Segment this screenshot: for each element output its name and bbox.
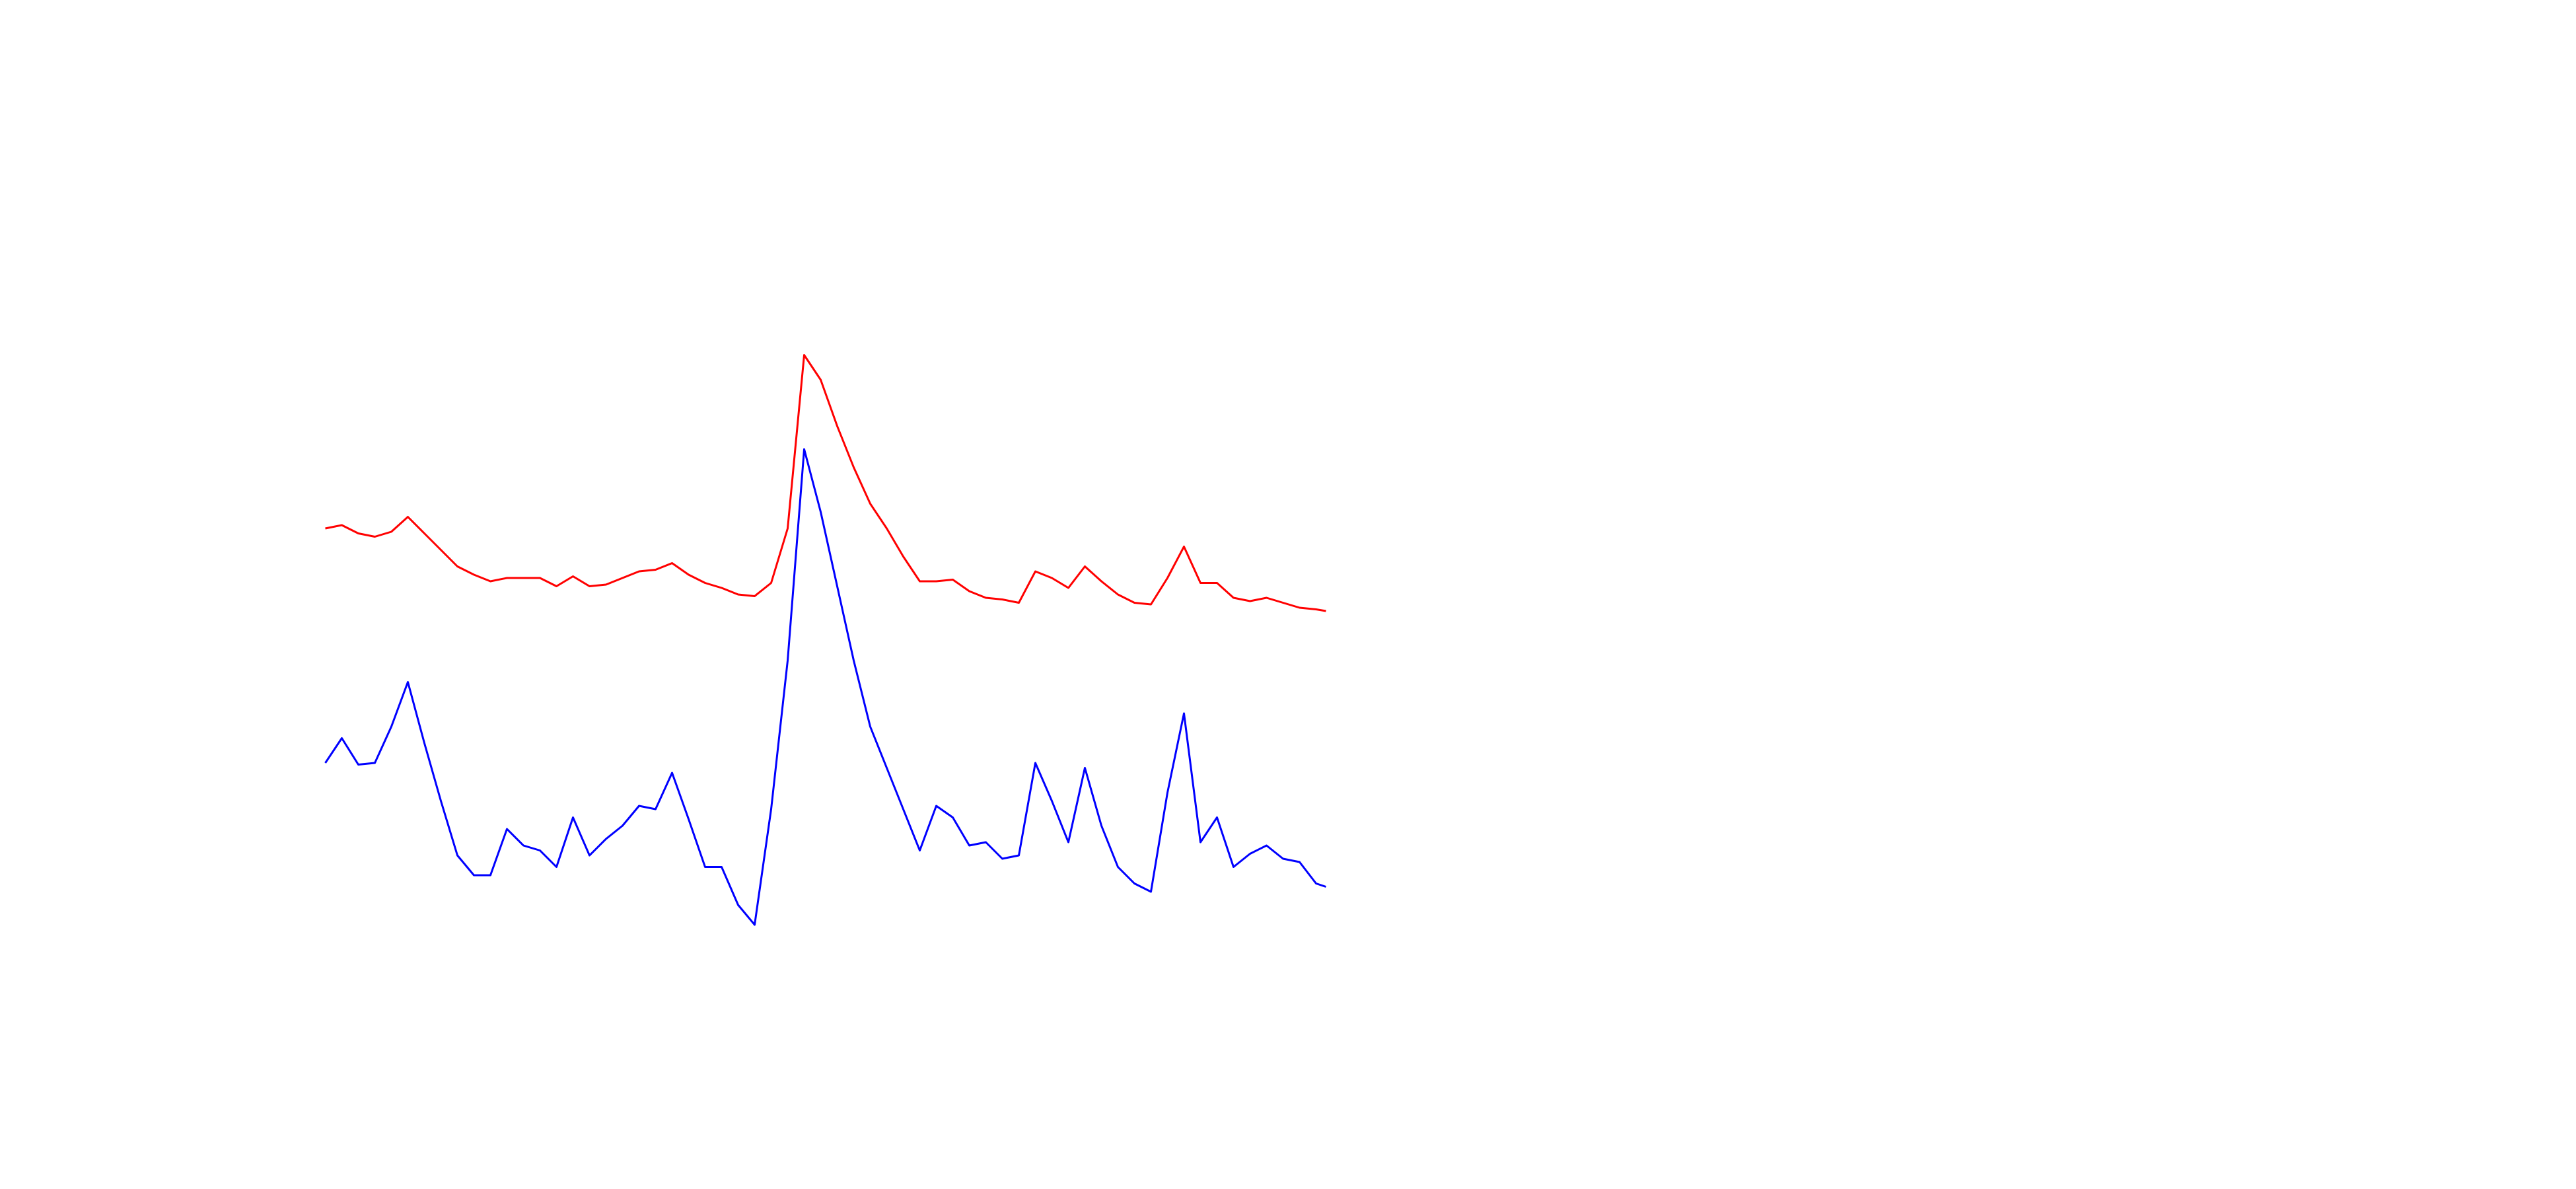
line xyxy=(324,448,1326,926)
line xyxy=(325,354,1326,612)
